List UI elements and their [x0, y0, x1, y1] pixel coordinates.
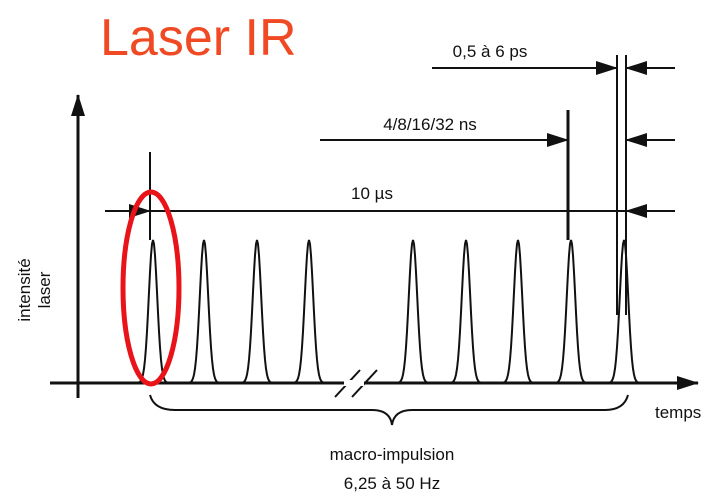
pulse [291, 239, 327, 384]
label: 0,5 à 6 ps [453, 42, 528, 61]
title: Laser IR [100, 9, 297, 67]
brace-label: macro-impulsion [330, 445, 455, 464]
break-mark [351, 369, 378, 398]
pulse [135, 239, 171, 384]
pulse [606, 239, 642, 384]
label: 4/8/16/32 ns [383, 115, 477, 134]
brace [149, 394, 629, 426]
pulse [500, 239, 536, 384]
y-label: laser [35, 271, 54, 308]
label: 10 µs [351, 184, 393, 203]
brace-label: 6,25 à 50 Hz [344, 474, 440, 493]
pulses [135, 239, 642, 384]
pulse [395, 239, 431, 384]
pulse [239, 239, 275, 384]
x-label: temps [655, 403, 701, 422]
pulse [186, 239, 222, 384]
pulse [553, 239, 589, 384]
highlight [120, 189, 182, 387]
pulse [448, 239, 484, 384]
break-gap [344, 380, 364, 386]
y-label: intensité [15, 258, 34, 321]
